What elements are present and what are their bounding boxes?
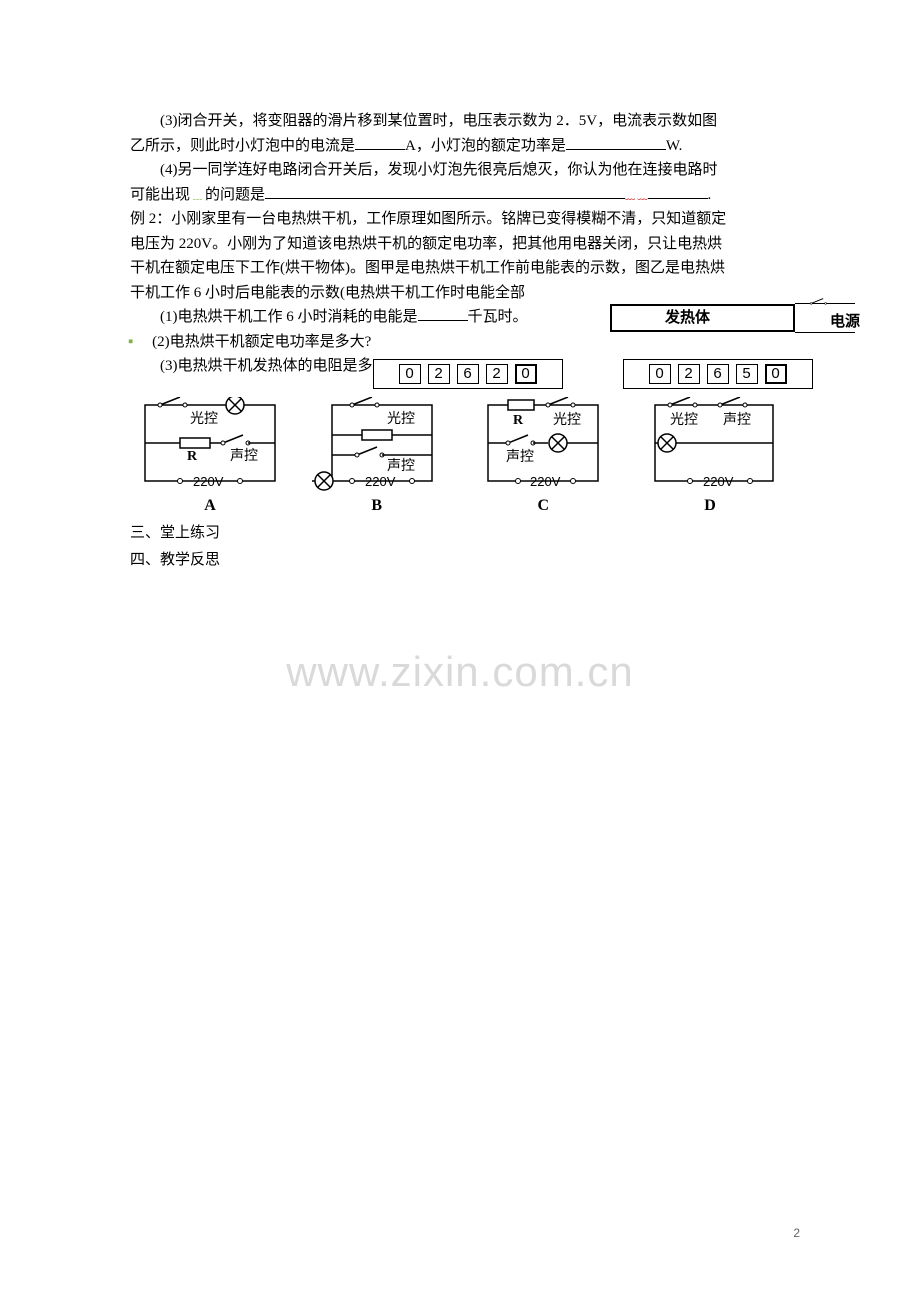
ex2-line3: 干机在额定电压下工作(烘干物体)。图甲是电热烘干机工作前电能表的示数，图乙是电热… xyxy=(130,257,790,280)
svg-text:声控: 声控 xyxy=(506,449,534,465)
ex2-line2: 电压为 220V。小刚为了知道该电热烘干机的额定电功率，把其他用电器关闭，只让电… xyxy=(130,233,790,256)
green-mark-icon: ▪ xyxy=(128,331,133,354)
blank-problem xyxy=(265,184,625,199)
ex2-line1: 例 2：小刚家里有一台电热烘干机，工作原理如图所示。铭牌已变得模糊不清，只知道额… xyxy=(130,208,790,231)
q3-line1: (3)闭合开关，将变阻器的滑片移到某位置时，电压表示数为 2．5V，电流表示数如… xyxy=(130,110,790,133)
blank-problem-end xyxy=(648,184,708,199)
svg-text:220V: 220V xyxy=(365,474,396,489)
circuit-a-label: A xyxy=(130,494,290,518)
ex2-q1a: (1)电热烘干机工作 6 小时消耗的电能是 xyxy=(160,309,418,325)
heater-power-label: 电源 xyxy=(830,311,860,334)
q3-line2: 乙所示，则此时小灯泡中的电流是 A，小灯泡的额定功率是 W. xyxy=(130,135,790,158)
q3-text-b2: A，小灯泡的额定功率是 xyxy=(405,138,566,154)
meter1-d0: 0 xyxy=(399,364,421,384)
svg-text:光控: 光控 xyxy=(387,411,415,427)
meter2-d2: 6 xyxy=(707,364,729,384)
circuit-b-svg: 光控 声控 220V xyxy=(302,397,452,492)
circuit-c: R 光控 声控 220V C xyxy=(463,397,623,518)
q4-line2: 可能出现﹍的问题是 ﹏ ﹏. xyxy=(130,184,790,207)
svg-text:220V: 220V xyxy=(703,474,734,489)
switch-icon xyxy=(810,295,828,307)
circuit-b: 光控 声控 220V B xyxy=(297,397,457,518)
svg-text:R: R xyxy=(187,449,198,464)
svg-text:R: R xyxy=(513,413,524,428)
meter2-d0: 0 xyxy=(649,364,671,384)
meter-before: 0 2 6 2 0 xyxy=(373,359,563,389)
circuit-c-svg: R 光控 声控 220V xyxy=(468,397,618,492)
svg-text:光控: 光控 xyxy=(190,411,218,427)
circuits-row: 光控 R 声控 220V A 光控 xyxy=(130,397,790,518)
meter2-d1: 2 xyxy=(678,364,700,384)
ex2-q2: (2)电热烘干机额定电功率是多大? xyxy=(152,334,371,350)
svg-text:声控: 声控 xyxy=(723,412,751,428)
meter1-d3: 2 xyxy=(486,364,508,384)
q4-text-b: 可能出现 xyxy=(130,187,190,203)
q4-text-d: . xyxy=(708,187,712,203)
circuit-c-label: C xyxy=(463,494,623,518)
ex2-q1b: 千瓦时。 xyxy=(468,309,528,325)
red-marks-icon: ﹏ ﹏ xyxy=(625,191,648,202)
circuit-a: 光控 R 声控 220V A xyxy=(130,397,290,518)
q3-text-b1: 乙所示，则此时小灯泡中的电流是 xyxy=(130,138,355,154)
meter1-d1: 2 xyxy=(428,364,450,384)
blank-power xyxy=(566,135,666,150)
q4-text-c: 的问题是 xyxy=(205,187,265,203)
svg-text:声控: 声控 xyxy=(387,458,415,474)
meter1-d2: 6 xyxy=(457,364,479,384)
svg-text:220V: 220V xyxy=(530,474,561,489)
watermark: www.zixin.com.cn xyxy=(286,640,633,703)
heater-diagram: 发热体 电源 xyxy=(610,298,860,334)
circuit-d-label: D xyxy=(630,494,790,518)
circuit-d: 光控 声控 220V D xyxy=(630,397,790,518)
meter1-d4: 0 xyxy=(515,364,537,384)
q4-line1: (4)另一同学连好电路闭合开关后，发现小灯泡先很亮后熄灭，你认为他在连接电路时 xyxy=(130,159,790,182)
meter2-d3: 5 xyxy=(736,364,758,384)
meter-after: 0 2 6 5 0 xyxy=(623,359,813,389)
circuit-d-svg: 光控 声控 220V xyxy=(635,397,785,492)
meter2-d4: 0 xyxy=(765,364,787,384)
svg-text:光控: 光控 xyxy=(670,412,698,428)
svg-text:光控: 光控 xyxy=(553,412,581,428)
svg-text:声控: 声控 xyxy=(230,448,258,464)
circuit-a-svg: 光控 R 声控 220V xyxy=(135,397,285,492)
green-underline-icon: ﹍ xyxy=(190,184,205,207)
blank-current xyxy=(355,135,405,150)
section-4: 四、教学反思 xyxy=(130,549,790,572)
section-3: 三、堂上练习 xyxy=(130,522,790,545)
circuit-b-label: B xyxy=(297,494,457,518)
q3-text-b3: W. xyxy=(666,138,683,154)
page-number: 2 xyxy=(793,1224,800,1242)
ex2-q3: (3)电热烘干机发热体的电阻是多 xyxy=(130,355,373,378)
heater-label: 发热体 xyxy=(665,307,710,330)
blank-energy xyxy=(418,306,468,321)
svg-text:220V: 220V xyxy=(193,474,224,489)
